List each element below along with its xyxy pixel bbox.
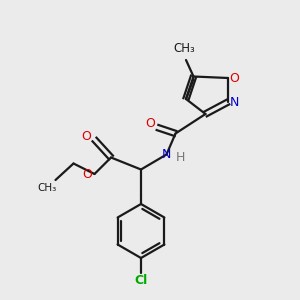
Text: CH₃: CH₃	[174, 42, 195, 56]
Text: H: H	[175, 151, 185, 164]
Text: O: O	[145, 117, 155, 130]
Text: CH₃: CH₃	[37, 183, 56, 194]
Text: O: O	[230, 71, 239, 85]
Text: O: O	[82, 168, 92, 181]
Text: O: O	[81, 130, 91, 143]
Text: N: N	[230, 95, 239, 109]
Text: N: N	[162, 148, 171, 161]
Text: Cl: Cl	[134, 274, 148, 287]
